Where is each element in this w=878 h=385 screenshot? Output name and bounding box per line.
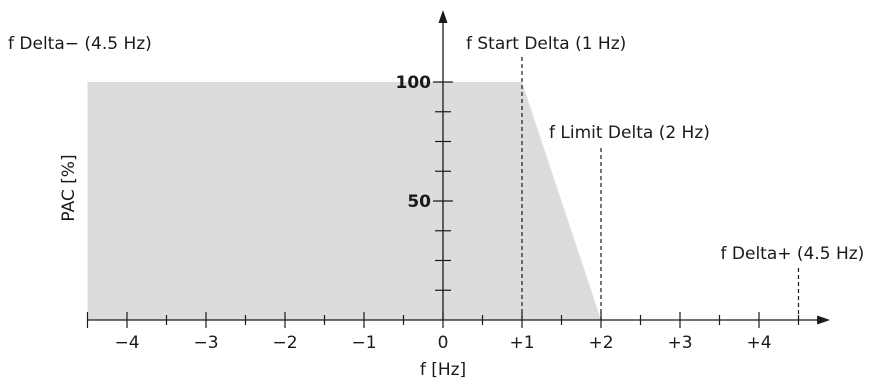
x-tick-label: +2 xyxy=(588,333,613,353)
reference-lines xyxy=(521,57,800,320)
y-axis-label: PAC [%] xyxy=(59,154,79,221)
x-tick-label: −4 xyxy=(114,333,139,353)
y-tick-label: 50 xyxy=(407,192,431,212)
x-tick-label: +4 xyxy=(746,333,771,353)
x-axis-label: f [Hz] xyxy=(420,360,466,380)
y-tick-label: 100 xyxy=(396,73,432,93)
reference-label: f Limit Delta (2 Hz) xyxy=(549,123,710,143)
annotation-label: f Delta− (4.5 Hz) xyxy=(8,34,152,54)
reference-labels: f Start Delta (1 Hz) f Limit Delta (2 Hz)… xyxy=(8,34,864,264)
y-tick-marks xyxy=(433,81,453,291)
x-tick-label: −3 xyxy=(193,333,218,353)
x-tick-label: +1 xyxy=(509,333,534,353)
x-tick-label: +3 xyxy=(667,333,692,353)
reference-label: f Delta+ (4.5 Hz) xyxy=(721,244,865,264)
x-axis-arrow-icon xyxy=(817,315,831,325)
y-tick-labels: 50 100 xyxy=(396,73,432,212)
x-tick-label: −1 xyxy=(351,333,376,353)
x-tick-label: −2 xyxy=(272,333,297,353)
x-tick-labels: −4 −3 −2 −1 0 +1 +2 +3 +4 xyxy=(114,333,771,353)
power-reduction-area xyxy=(87,82,601,320)
x-tick-label: 0 xyxy=(438,333,449,353)
reference-label: f Start Delta (1 Hz) xyxy=(466,34,626,54)
y-axis-arrow-icon xyxy=(438,10,448,23)
